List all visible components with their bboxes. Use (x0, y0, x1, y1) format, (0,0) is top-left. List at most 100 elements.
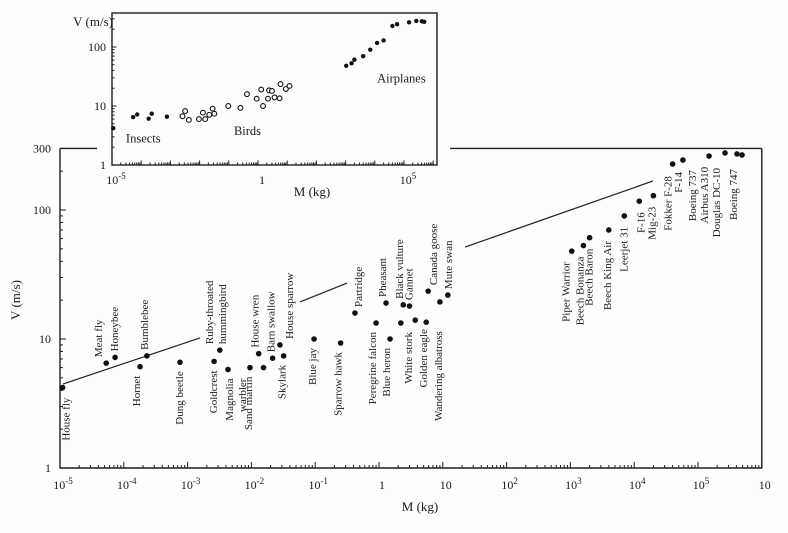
data-point (400, 302, 407, 308)
data-point (669, 161, 676, 167)
data-point (586, 234, 593, 241)
inset-data-point-open (276, 95, 283, 102)
x-tick-label: 10-3 (181, 476, 201, 492)
inset-data-point-open (286, 82, 293, 89)
data-point (352, 310, 358, 316)
inset-y-tick-label: 1 (100, 158, 106, 172)
x-tick-label: 10 (759, 478, 771, 492)
y-tick-label: 10 (39, 332, 51, 346)
data-point-label: House fly (61, 397, 73, 441)
inset-data-point (352, 57, 357, 62)
data-point (211, 358, 217, 365)
x-tick-label: 1 (379, 478, 385, 492)
data-point (277, 342, 283, 348)
inset-data-point-open (277, 81, 284, 88)
data-point (337, 340, 344, 346)
data-point (137, 363, 143, 370)
main-x-axis-title: M (kg) (402, 499, 438, 514)
data-point (59, 384, 66, 391)
data-point-label: Meat fly (93, 319, 105, 357)
inset-data-point-open (211, 110, 218, 117)
inset-data-point-open (202, 116, 209, 123)
data-point (311, 336, 317, 342)
x-tick-label: 10-5 (53, 476, 73, 492)
data-point (280, 353, 287, 359)
inset-data-point (111, 126, 116, 131)
data-point-label: Boeing 747 (728, 168, 740, 220)
data-point (225, 366, 231, 373)
data-point-label: Goldcrest (208, 370, 220, 413)
inset-x-tick-label: 10-5 (106, 171, 126, 187)
inset-data-point (360, 53, 366, 59)
trend-line-segment (62, 337, 201, 385)
inset-x-tick-label: 105 (400, 171, 417, 187)
data-point-label: F-16 (635, 212, 647, 233)
inset-data-point-open (237, 104, 244, 111)
inset-data-point (406, 20, 412, 25)
data-point-label: Fokker F-28 (663, 176, 675, 231)
data-point-label: Boeing 737 (687, 170, 699, 222)
data-point-label: Wandering albatross (433, 331, 445, 421)
inset-group-label: Birds (234, 124, 261, 138)
data-point-label: Hornet (131, 376, 143, 407)
inset-data-point-open (244, 91, 250, 98)
trend-line-segment (299, 282, 348, 303)
inset-data-point (130, 114, 136, 120)
data-point (177, 359, 183, 366)
inset-data-point-open (195, 116, 202, 123)
data-point (387, 336, 393, 342)
data-point-label: Ruby-throated (204, 280, 216, 344)
data-point-label: Sparrow hawk (333, 352, 345, 416)
data-point-label: Leerjet 31 (618, 227, 630, 272)
x-tick-label: 105 (693, 476, 710, 492)
inset-data-point (349, 61, 354, 66)
y-tick-label: 300 (33, 141, 51, 155)
data-point-label: Canada goose (428, 224, 440, 286)
data-point (706, 153, 712, 159)
inset-data-point-open (199, 109, 206, 116)
data-point-label: warbler (237, 378, 249, 412)
inset-data-point (421, 19, 427, 25)
data-point-label: Gannet (403, 268, 415, 300)
data-point-label: Douglas DC-10 (711, 167, 723, 237)
data-point (373, 320, 379, 326)
data-point-label: Mig-23 (646, 206, 658, 240)
data-point (445, 292, 451, 298)
data-point-label: House wren (250, 294, 262, 347)
data-point-label: Peregrine falcon (367, 332, 379, 405)
data-point-label: Sand martin (243, 376, 255, 430)
inset-data-point-open (258, 86, 265, 93)
x-tick-label: 10-2 (245, 476, 265, 492)
x-tick-label: 103 (565, 476, 582, 492)
inset-data-point (390, 23, 395, 29)
inset-data-point (414, 18, 419, 24)
data-point-label: Black vulture (394, 239, 406, 299)
inset-y-tick-label: 100 (88, 40, 106, 54)
data-point-label: Blue jay (307, 348, 319, 385)
data-point (568, 248, 575, 254)
data-point (269, 355, 276, 361)
x-tick-label: 10-1 (308, 476, 328, 492)
data-point-label: Beech Baron (584, 248, 596, 306)
inset-group-label: Airplanes (377, 72, 426, 86)
data-point-label: Pheasant (377, 258, 389, 297)
inset-x-tick-label: 1 (259, 173, 265, 187)
inset-data-point-open (253, 95, 260, 102)
data-point (636, 198, 643, 205)
data-point (722, 150, 728, 156)
data-point (580, 242, 587, 249)
data-point-label: Dung beetle (174, 371, 186, 425)
inset-y-axis-title: V (m/s) (73, 14, 113, 29)
data-point (412, 317, 419, 323)
y-tick-label: 100 (33, 203, 51, 217)
data-point (739, 152, 745, 158)
inset-data-point-open (182, 108, 189, 115)
x-tick-label: 10 (440, 478, 452, 492)
data-point (406, 303, 413, 309)
data-point (423, 319, 430, 325)
data-point (680, 157, 686, 163)
data-point-label: Barn swallow (266, 291, 278, 352)
data-point-label: Skylark (277, 364, 289, 399)
